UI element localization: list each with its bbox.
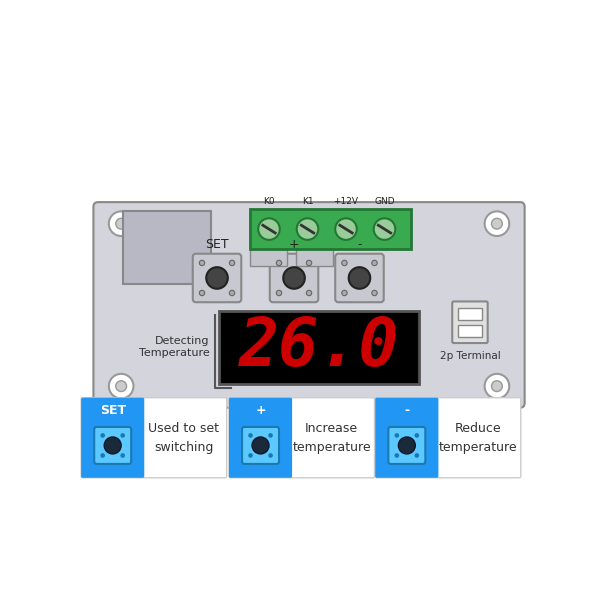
Circle shape: [335, 218, 357, 240]
Text: Reduce
temperature: Reduce temperature: [439, 422, 517, 454]
Circle shape: [372, 260, 377, 266]
Bar: [123, 211, 211, 284]
FancyBboxPatch shape: [388, 427, 425, 464]
FancyBboxPatch shape: [229, 398, 374, 478]
FancyBboxPatch shape: [242, 427, 279, 464]
Circle shape: [398, 437, 415, 454]
Circle shape: [268, 433, 273, 438]
Circle shape: [199, 260, 205, 266]
Circle shape: [491, 381, 502, 392]
Text: K1: K1: [302, 197, 313, 206]
Circle shape: [485, 211, 509, 236]
Bar: [458, 325, 482, 337]
Circle shape: [372, 290, 377, 296]
Bar: [250, 249, 287, 266]
FancyBboxPatch shape: [81, 398, 227, 478]
Circle shape: [100, 453, 105, 458]
Bar: [219, 311, 419, 384]
Circle shape: [116, 381, 127, 392]
FancyBboxPatch shape: [81, 398, 144, 478]
Circle shape: [491, 218, 502, 229]
Text: SET: SET: [205, 238, 229, 251]
Circle shape: [297, 218, 318, 240]
Circle shape: [229, 260, 235, 266]
Circle shape: [109, 374, 133, 398]
FancyBboxPatch shape: [94, 202, 524, 408]
Circle shape: [116, 218, 127, 229]
Circle shape: [283, 267, 305, 289]
Circle shape: [248, 453, 253, 458]
Circle shape: [395, 453, 399, 458]
Circle shape: [268, 453, 273, 458]
Bar: [458, 308, 482, 320]
Text: GND: GND: [374, 197, 395, 206]
Text: K0: K0: [263, 197, 275, 206]
Bar: [296, 249, 333, 266]
Circle shape: [415, 453, 419, 458]
Text: +: +: [289, 238, 299, 251]
Circle shape: [277, 290, 282, 296]
Circle shape: [100, 433, 105, 438]
Circle shape: [206, 267, 228, 289]
Circle shape: [104, 437, 121, 454]
FancyBboxPatch shape: [193, 254, 241, 302]
Text: Used to set
switching: Used to set switching: [148, 422, 220, 454]
Text: 2p Terminal: 2p Terminal: [440, 351, 500, 361]
Circle shape: [307, 290, 312, 296]
Text: Detecting
Temperature: Detecting Temperature: [139, 337, 210, 358]
Circle shape: [229, 290, 235, 296]
Circle shape: [342, 260, 347, 266]
Circle shape: [395, 433, 399, 438]
Text: Increase
temperature: Increase temperature: [292, 422, 371, 454]
Text: 26.0: 26.0: [239, 314, 400, 380]
Text: SET: SET: [100, 404, 126, 416]
Text: -: -: [357, 238, 362, 251]
Circle shape: [121, 433, 125, 438]
Circle shape: [485, 374, 509, 398]
Circle shape: [307, 260, 312, 266]
FancyBboxPatch shape: [270, 254, 318, 302]
Circle shape: [342, 290, 347, 296]
Circle shape: [258, 218, 280, 240]
Text: +: +: [255, 404, 266, 416]
Circle shape: [109, 211, 133, 236]
Circle shape: [199, 290, 205, 296]
Text: +12V: +12V: [334, 197, 359, 206]
FancyBboxPatch shape: [335, 254, 384, 302]
Circle shape: [248, 433, 253, 438]
Circle shape: [252, 437, 269, 454]
Circle shape: [374, 218, 395, 240]
FancyBboxPatch shape: [375, 398, 439, 478]
Circle shape: [415, 433, 419, 438]
FancyBboxPatch shape: [94, 427, 131, 464]
FancyBboxPatch shape: [375, 398, 521, 478]
Circle shape: [277, 260, 282, 266]
FancyBboxPatch shape: [229, 398, 292, 478]
Bar: [250, 209, 412, 249]
FancyBboxPatch shape: [452, 301, 488, 343]
Circle shape: [121, 453, 125, 458]
Circle shape: [349, 267, 370, 289]
Text: -: -: [404, 404, 409, 416]
